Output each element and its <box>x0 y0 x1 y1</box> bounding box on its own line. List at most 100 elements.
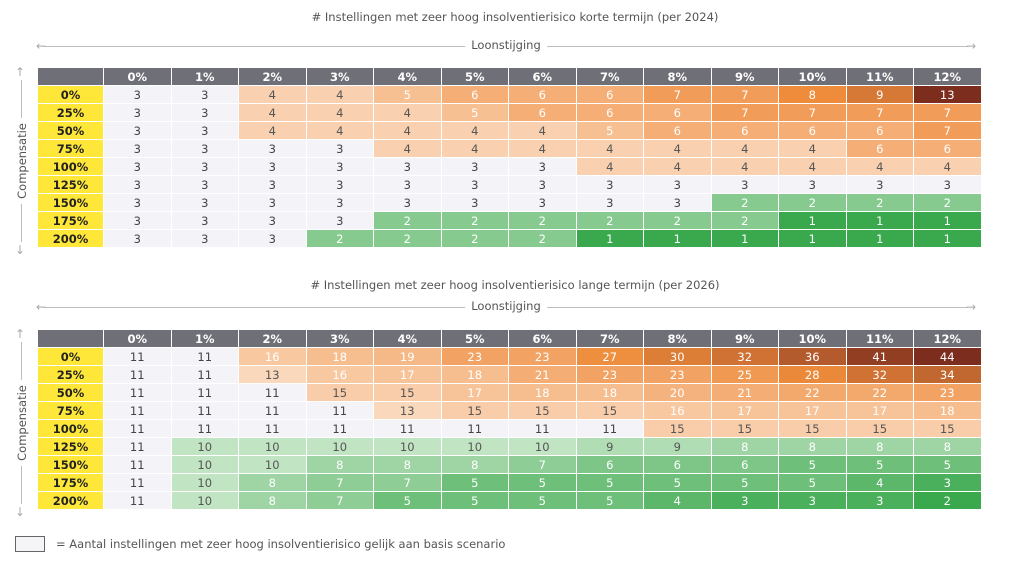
heatmap-cell: 5 <box>711 474 779 492</box>
heatmap-cell: 8 <box>374 456 442 474</box>
heatmap-cell: 9 <box>644 438 712 456</box>
heatmap-cell: 3 <box>509 158 577 176</box>
row-header: 150% <box>38 456 104 474</box>
heatmap-cell: 32 <box>846 366 914 384</box>
heatmap-cell: 11 <box>576 420 644 438</box>
heatmap-cell: 3 <box>104 176 172 194</box>
column-header: 10% <box>779 68 847 86</box>
heatmap-cell: 22 <box>779 384 847 402</box>
column-header: 2% <box>239 68 307 86</box>
heatmap-cell: 20 <box>644 384 712 402</box>
heatmap-cell: 3 <box>509 176 577 194</box>
heatmap-cell: 3 <box>374 194 442 212</box>
heatmap-cell: 11 <box>104 384 172 402</box>
heatmap-cell: 4 <box>779 140 847 158</box>
column-header: 5% <box>441 68 509 86</box>
heatmap-cell: 3 <box>711 176 779 194</box>
column-header: 2% <box>239 330 307 348</box>
heatmap-cell: 11 <box>509 420 577 438</box>
heatmap-cell: 11 <box>239 420 307 438</box>
heatmap-cell: 3 <box>441 194 509 212</box>
heatmap-cell: 3 <box>914 474 982 492</box>
heatmap-cell: 3 <box>239 212 307 230</box>
heatmap-cell: 44 <box>914 348 982 366</box>
heatmap-cell: 3 <box>711 492 779 510</box>
heatmap-cell: 2 <box>374 212 442 230</box>
column-header: 7% <box>576 68 644 86</box>
heatmap-cell: 15 <box>576 402 644 420</box>
heatmap-cell: 5 <box>576 474 644 492</box>
column-header: 4% <box>374 330 442 348</box>
heatmap-cell: 11 <box>104 402 172 420</box>
heatmap-cell: 5 <box>509 474 577 492</box>
row-header: 100% <box>38 420 104 438</box>
row-header: 75% <box>38 140 104 158</box>
arrow-up-icon: ↑ <box>15 327 26 341</box>
heatmap-cell: 5 <box>779 474 847 492</box>
chart1-x-axis: ← → Loonstijging <box>36 38 976 53</box>
heatmap-cell: 3 <box>171 104 239 122</box>
heatmap-cell: 6 <box>914 140 982 158</box>
heatmap-cell: 7 <box>711 86 779 104</box>
column-header: 9% <box>711 330 779 348</box>
column-header: 11% <box>846 68 914 86</box>
heatmap-cell: 34 <box>914 366 982 384</box>
row-header: 0% <box>38 86 104 104</box>
heatmap-cell: 6 <box>576 456 644 474</box>
heatmap-cell: 11 <box>171 366 239 384</box>
heatmap-cell: 5 <box>374 86 442 104</box>
heatmap-cell: 4 <box>441 122 509 140</box>
heatmap-cell: 10 <box>239 456 307 474</box>
heatmap-cell: 10 <box>171 474 239 492</box>
heatmap-cell: 10 <box>306 438 374 456</box>
heatmap-cell: 1 <box>576 230 644 248</box>
heatmap-cell: 17 <box>374 366 442 384</box>
heatmap-cell: 11 <box>171 402 239 420</box>
heatmap-cell: 6 <box>711 122 779 140</box>
heatmap-cell: 4 <box>509 122 577 140</box>
heatmap-cell: 11 <box>104 438 172 456</box>
column-header: 7% <box>576 330 644 348</box>
column-header: 9% <box>711 68 779 86</box>
heatmap-cell: 11 <box>104 348 172 366</box>
heatmap-cell: 28 <box>779 366 847 384</box>
heatmap-cell: 15 <box>306 384 374 402</box>
heatmap-cell: 15 <box>779 420 847 438</box>
heatmap-cell: 3 <box>846 176 914 194</box>
heatmap-cell: 10 <box>171 456 239 474</box>
heatmap-cell: 3 <box>239 194 307 212</box>
heatmap-cell: 7 <box>509 456 577 474</box>
heatmap-cell: 6 <box>509 104 577 122</box>
chart1-y-axis: ↑ ↓ Compensatie <box>12 66 32 257</box>
heatmap-cell: 2 <box>846 194 914 212</box>
chart2-title: # Instellingen met zeer hoog insolventie… <box>310 278 720 292</box>
heatmap-cell: 10 <box>171 492 239 510</box>
heatmap-cell: 6 <box>846 122 914 140</box>
heatmap-cell: 5 <box>644 474 712 492</box>
heatmap-cell: 5 <box>846 456 914 474</box>
arrow-left-icon: ← <box>36 39 47 53</box>
heatmap-cell: 2 <box>779 194 847 212</box>
heatmap-cell: 4 <box>846 474 914 492</box>
heatmap-cell: 2 <box>711 194 779 212</box>
heatmap-cell: 2 <box>914 194 982 212</box>
heatmap-cell: 2 <box>441 230 509 248</box>
heatmap-cell: 7 <box>914 122 982 140</box>
heatmap-cell: 11 <box>104 366 172 384</box>
heatmap-cell: 6 <box>779 122 847 140</box>
arrow-down-icon: ↓ <box>15 243 26 257</box>
heatmap-cell: 2 <box>306 230 374 248</box>
heatmap-cell: 19 <box>374 348 442 366</box>
column-header: 1% <box>171 330 239 348</box>
heatmap-cell: 17 <box>711 402 779 420</box>
heatmap-cell: 21 <box>711 384 779 402</box>
heatmap-cell: 15 <box>846 420 914 438</box>
heatmap-cell: 11 <box>239 402 307 420</box>
column-header: 6% <box>509 330 577 348</box>
heatmap-cell: 10 <box>509 438 577 456</box>
column-header: 3% <box>306 330 374 348</box>
heatmap-cell: 3 <box>104 122 172 140</box>
heatmap-cell: 4 <box>239 122 307 140</box>
heatmap-cell: 3 <box>306 194 374 212</box>
heatmap-cell: 2 <box>644 212 712 230</box>
